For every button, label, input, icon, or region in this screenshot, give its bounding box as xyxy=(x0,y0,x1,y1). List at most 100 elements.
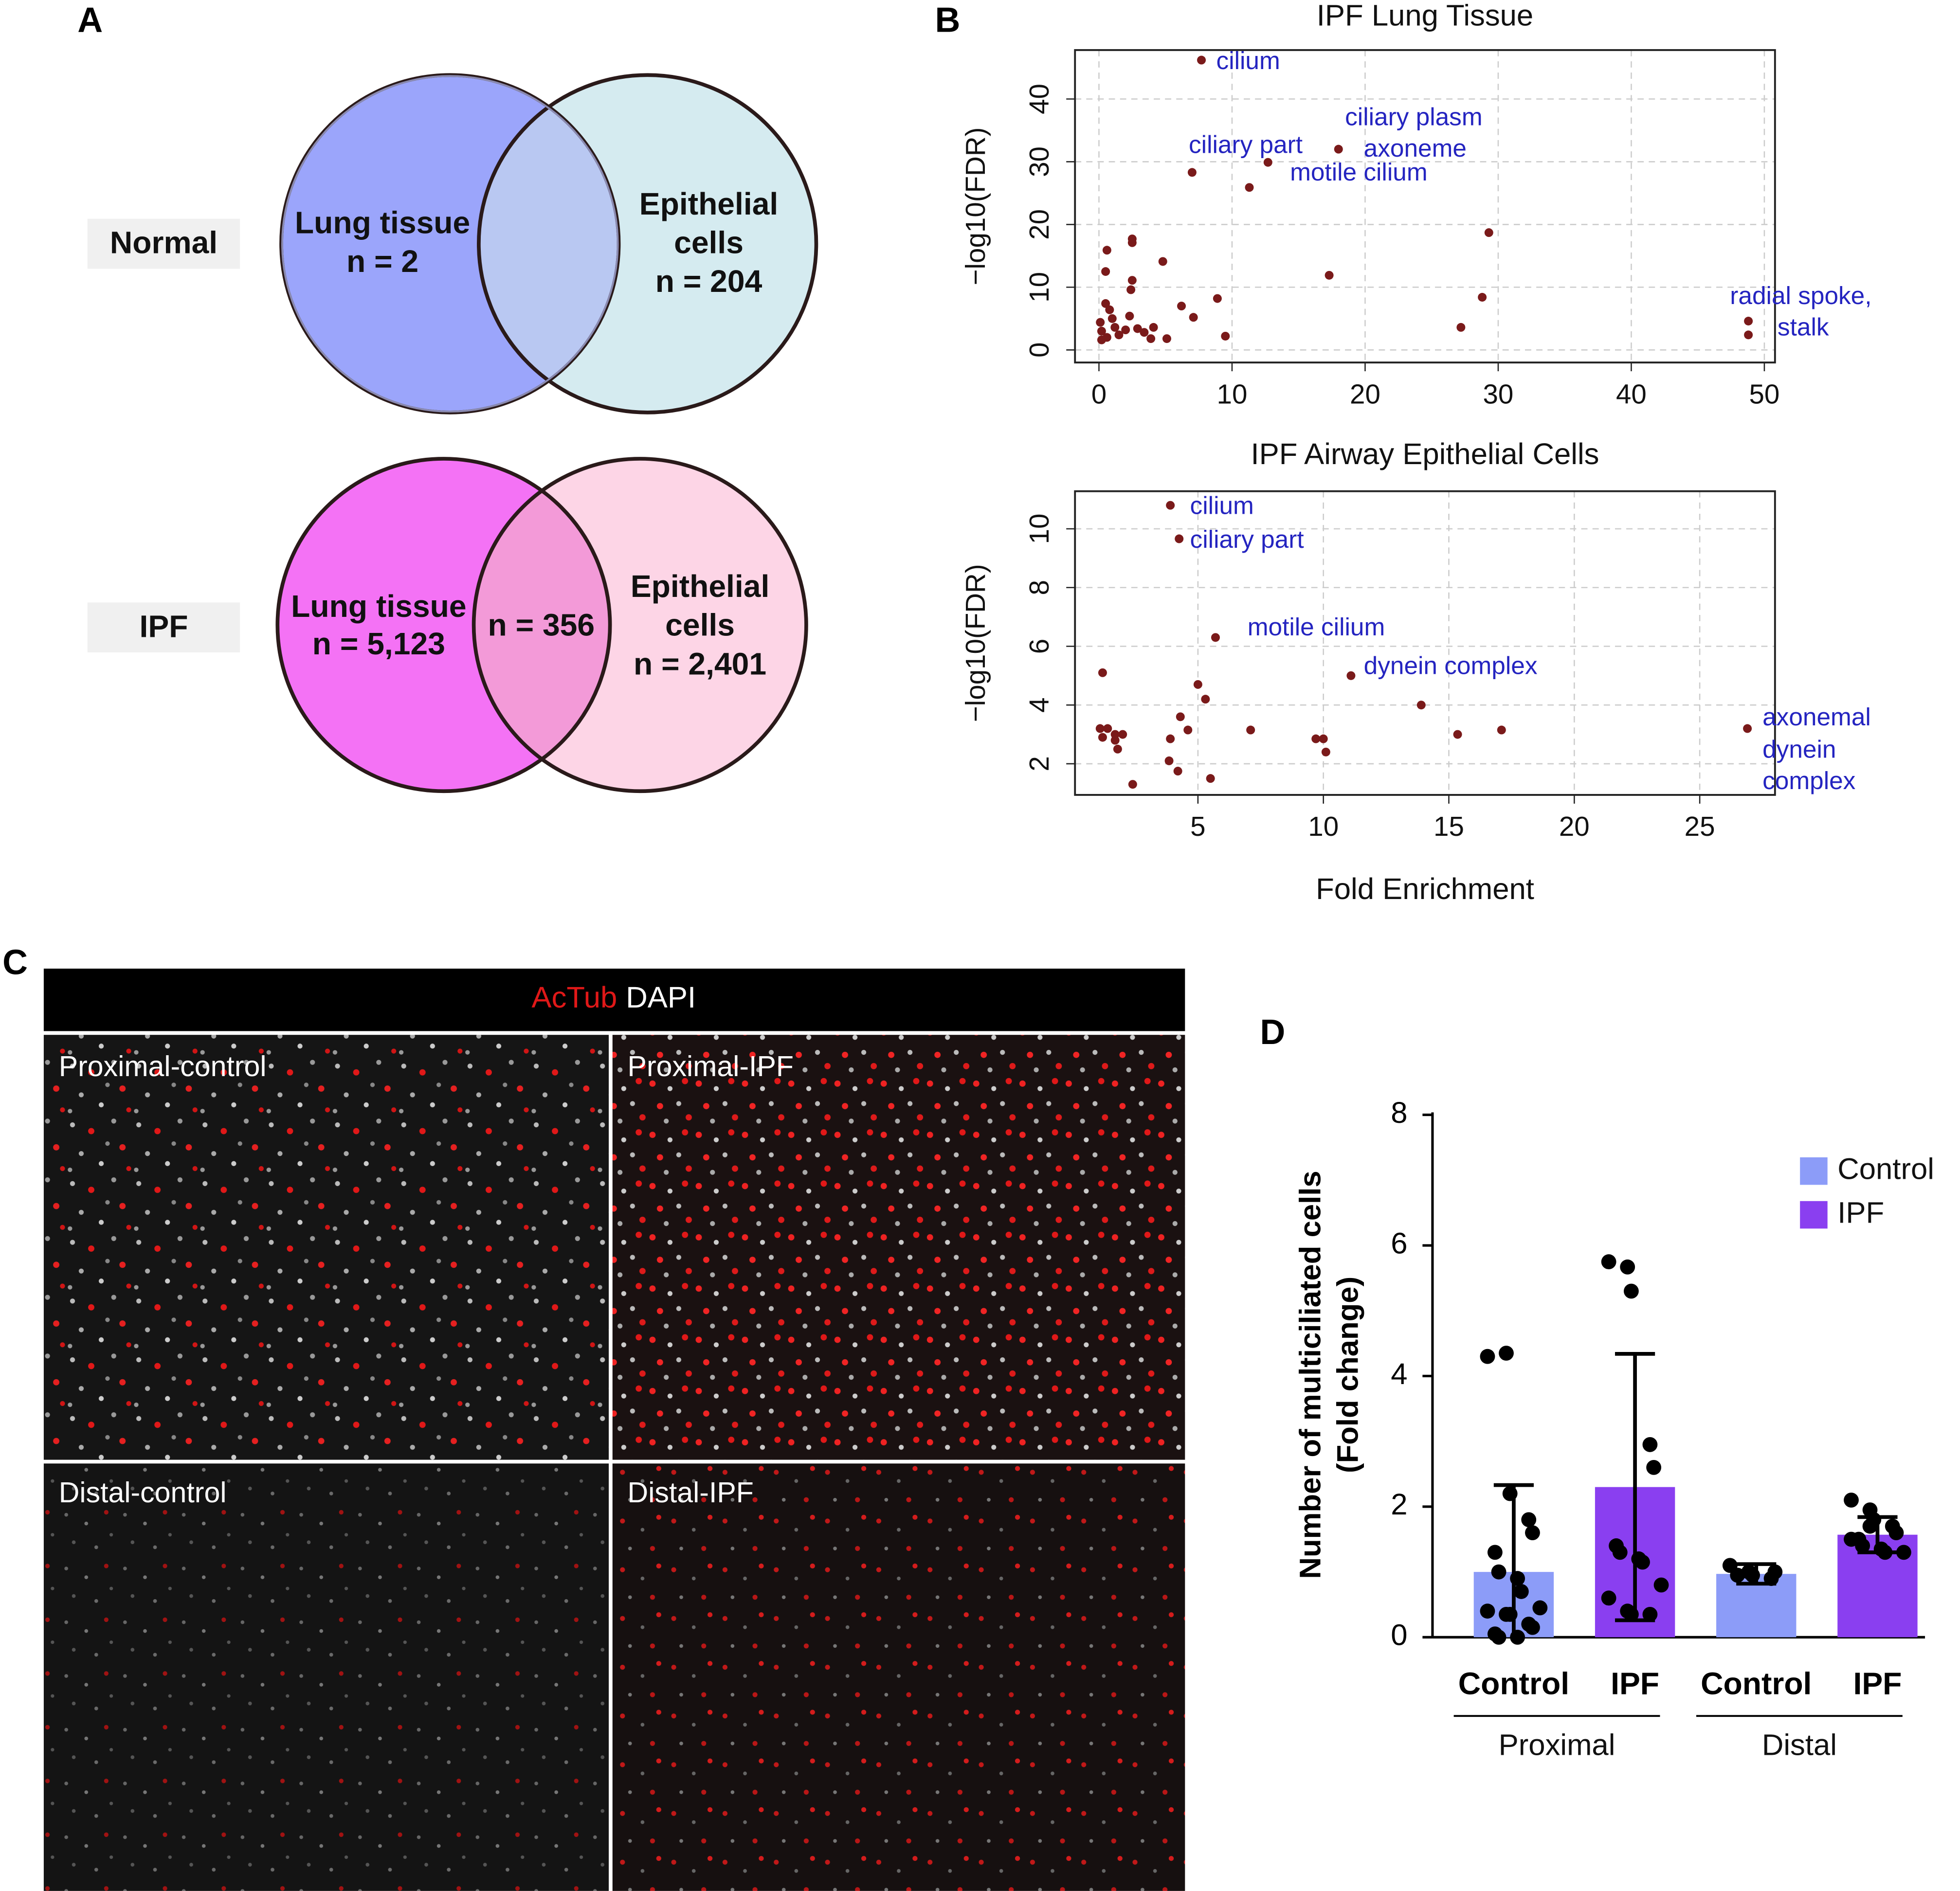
point xyxy=(1263,158,1272,167)
x-tick-label: 10 xyxy=(1217,378,1248,409)
x-tick-label: 20 xyxy=(1350,378,1380,409)
venn-outline xyxy=(477,73,818,414)
y-axis-label: −log10(FDR) xyxy=(960,127,991,286)
x-tick-label: 0 xyxy=(1091,378,1107,409)
data-point xyxy=(1510,1571,1525,1586)
point xyxy=(1095,724,1105,733)
y-tick-label: 2 xyxy=(1391,1488,1407,1521)
image-label: Proximal-IPF xyxy=(628,1050,794,1082)
chart-title: IPF Lung Tissue xyxy=(1317,0,1533,32)
point xyxy=(1103,724,1112,733)
y-tick-label: 4 xyxy=(1391,1357,1407,1391)
point xyxy=(1325,270,1334,280)
data-point xyxy=(1642,1606,1658,1622)
point xyxy=(1110,323,1120,332)
y-tick-label: 2 xyxy=(1024,756,1054,771)
venn-count: n = 5,123 xyxy=(312,626,445,661)
data-point xyxy=(1642,1437,1658,1452)
point xyxy=(1193,680,1202,689)
point xyxy=(1102,246,1111,255)
x-tick-label: 5 xyxy=(1190,811,1205,842)
data-point xyxy=(1487,1545,1503,1560)
point xyxy=(1162,334,1171,343)
venn-count: n = 204 xyxy=(655,264,762,299)
data-point xyxy=(1532,1600,1548,1616)
y-tick-label: 0 xyxy=(1391,1619,1407,1652)
venn-label: Lung tissue xyxy=(295,205,470,240)
point xyxy=(1166,734,1175,743)
image-header xyxy=(43,969,1185,1031)
point xyxy=(1133,324,1142,333)
point xyxy=(1127,238,1137,247)
point xyxy=(1321,747,1330,756)
point xyxy=(1197,55,1206,65)
point xyxy=(1098,733,1107,742)
point xyxy=(1158,257,1167,266)
point xyxy=(1206,774,1215,783)
point xyxy=(1173,767,1182,776)
group-label: Distal xyxy=(1762,1729,1837,1762)
point xyxy=(1096,318,1105,327)
x-axis-label: Fold Enrichment xyxy=(1316,872,1534,906)
plot-frame xyxy=(1074,49,1776,364)
image-label: Distal-control xyxy=(59,1477,227,1509)
data-point xyxy=(1635,1554,1650,1570)
venn-label: Lung tissue xyxy=(291,589,466,624)
annotation: axonemal xyxy=(1762,702,1871,731)
image-label: Distal-IPF xyxy=(628,1477,754,1509)
venn-label: cells xyxy=(674,225,744,260)
y-axis-label: Number of multiciliated cells xyxy=(1294,1171,1327,1579)
y-axis-label: −log10(FDR) xyxy=(960,564,991,722)
annotation: complex xyxy=(1762,766,1856,794)
data-point xyxy=(1896,1545,1911,1560)
point xyxy=(1146,334,1156,343)
data-point xyxy=(1844,1531,1859,1547)
data-point xyxy=(1745,1567,1760,1583)
venn-label: cells xyxy=(665,608,735,643)
y-tick-label: 8 xyxy=(1391,1096,1407,1130)
annotation: dynein complex xyxy=(1364,651,1538,679)
micrograph xyxy=(43,1035,609,1460)
venn-count: n = 2 xyxy=(346,244,418,279)
point xyxy=(1189,313,1198,322)
group-label: Proximal xyxy=(1499,1729,1615,1762)
y-tick-label: 10 xyxy=(1024,514,1054,544)
image-label: Proximal-control xyxy=(59,1050,267,1082)
annotation: ciliary part xyxy=(1189,130,1303,158)
data-point xyxy=(1525,1525,1540,1541)
x-tick-label: 15 xyxy=(1434,811,1464,842)
annotation: radial spoke, xyxy=(1730,281,1871,309)
data-point xyxy=(1480,1603,1495,1619)
point xyxy=(1164,756,1174,765)
point xyxy=(1113,744,1122,754)
y-tick-label: 6 xyxy=(1024,639,1054,654)
point xyxy=(1213,294,1222,303)
x-tick-label: 40 xyxy=(1616,378,1647,409)
data-point xyxy=(1510,1629,1525,1645)
y-tick-label: 6 xyxy=(1391,1226,1407,1260)
annotation: cilium xyxy=(1190,491,1254,520)
panel-label: A xyxy=(77,0,103,39)
data-point xyxy=(1525,1620,1540,1635)
point xyxy=(1744,330,1753,340)
annotation: axoneme xyxy=(1364,134,1467,162)
y-tick-label: 0 xyxy=(1024,342,1054,358)
point xyxy=(1118,730,1127,739)
point xyxy=(1245,183,1254,192)
point xyxy=(1478,293,1487,302)
stain-label: AcTub xyxy=(531,981,617,1015)
data-point xyxy=(1844,1493,1859,1508)
y-axis-label: (Fold change) xyxy=(1331,1277,1365,1473)
x-tick-label: Control xyxy=(1701,1666,1812,1701)
legend-swatch xyxy=(1800,1157,1828,1185)
venn-outline xyxy=(472,457,808,793)
point xyxy=(1101,267,1110,276)
point xyxy=(1127,276,1137,285)
point xyxy=(1183,725,1193,735)
y-tick-label: 30 xyxy=(1024,146,1054,177)
stain-label: DAPI xyxy=(626,981,696,1015)
point xyxy=(1456,323,1466,332)
x-tick-label: 20 xyxy=(1559,811,1590,842)
point xyxy=(1346,671,1356,680)
